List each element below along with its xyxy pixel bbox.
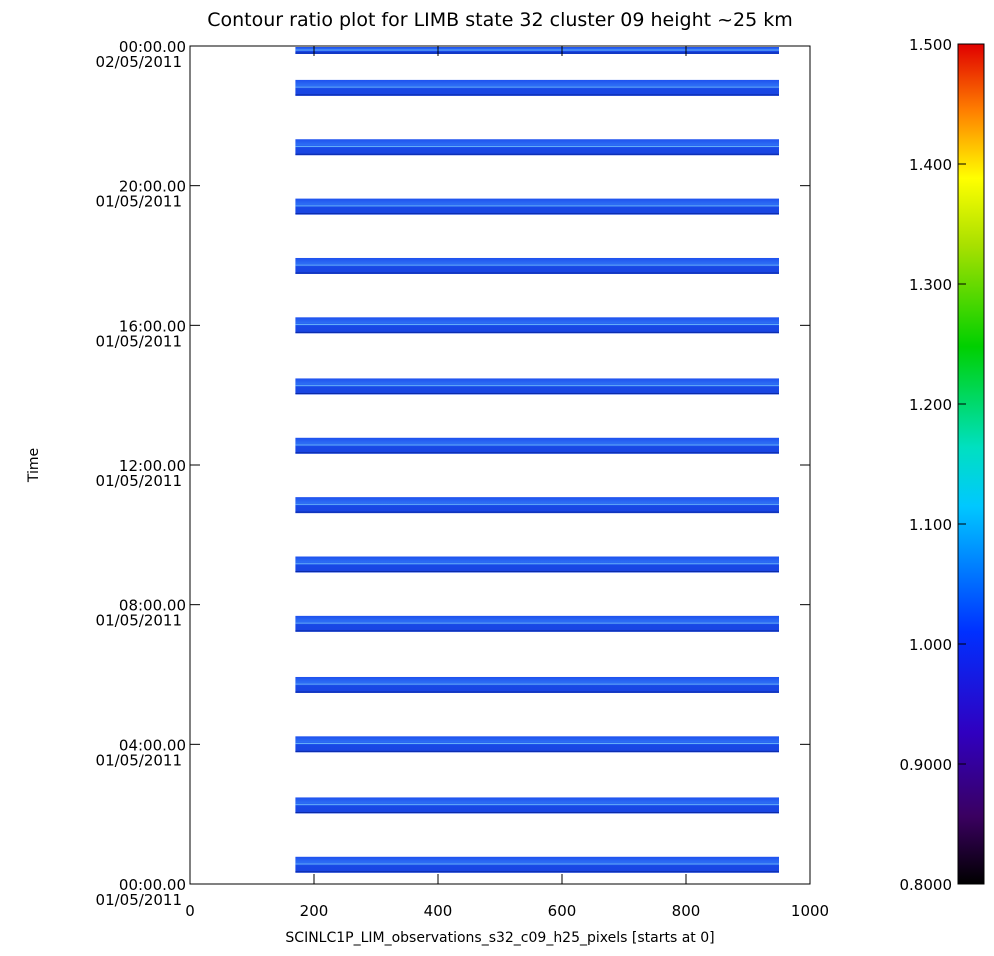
colorbar-tick-label: 1.400 [909, 156, 952, 174]
colorbar-tick-label: 1.100 [909, 516, 952, 534]
observation-band [295, 378, 779, 395]
x-tick-label: 800 [672, 902, 701, 920]
x-tick-label: 400 [424, 902, 453, 920]
x-axis-label: SCINLC1P_LIM_observations_s32_c09_h25_pi… [285, 930, 714, 946]
y-axis: 00:00.0001/05/201104:00.0001/05/201108:0… [96, 38, 810, 909]
observation-band [295, 79, 779, 96]
y-tick-time: 16:00.00 [119, 317, 186, 335]
observation-band [295, 856, 779, 873]
colorbar-gradient [957, 43, 985, 885]
y-tick-date: 02/05/2011 [96, 53, 182, 71]
observation-band [295, 47, 779, 54]
colorbar-tick-label: 1.300 [909, 276, 952, 294]
plot-frame [189, 45, 811, 885]
colorbar-tick-label: 0.9000 [900, 756, 953, 774]
observation-band [295, 797, 779, 814]
observation-band [295, 497, 779, 514]
colorbar-tick-label: 1.200 [909, 396, 952, 414]
x-axis: 0 200 400 600 800 1000 [185, 46, 829, 920]
x-tick-label: 1000 [791, 902, 829, 920]
x-tick-label: 200 [300, 902, 329, 920]
y-tick-date: 01/05/2011 [96, 612, 182, 630]
y-tick-time: 08:00.00 [119, 597, 186, 615]
observation-band [295, 437, 779, 454]
y-tick-date: 01/05/2011 [96, 751, 182, 769]
colorbar-tick-label: 1.500 [909, 36, 952, 54]
observation-band [295, 317, 779, 334]
observation-band [295, 139, 779, 156]
y-axis-label: Time [26, 448, 42, 483]
y-tick-time: 00:00.00 [119, 876, 186, 894]
observation-band [295, 736, 779, 753]
observation-bands [295, 47, 779, 873]
y-tick-date: 01/05/2011 [96, 891, 182, 909]
x-tick-label: 600 [548, 902, 577, 920]
y-tick-date: 01/05/2011 [96, 193, 182, 211]
y-tick-time: 12:00.00 [119, 457, 186, 475]
y-tick-time: 00:00.00 [119, 38, 186, 56]
colorbar-tick-label: 0.8000 [900, 876, 953, 894]
observation-band [295, 198, 779, 215]
chart-title: Contour ratio plot for LIMB state 32 clu… [207, 9, 793, 31]
observation-band [295, 615, 779, 632]
observation-band [295, 676, 779, 693]
observation-band [295, 257, 779, 274]
y-tick-time: 20:00.00 [119, 178, 186, 196]
colorbar: 0.8000 0.9000 1.000 1.100 1.200 1.300 1.400 1.5… [900, 36, 985, 894]
y-tick-date: 01/05/2011 [96, 472, 182, 490]
y-tick-date: 01/05/2011 [96, 332, 182, 350]
colorbar-tick-label: 1.000 [909, 636, 952, 654]
y-tick-time: 04:00.00 [119, 736, 186, 754]
x-tick-label: 0 [185, 902, 195, 920]
observation-band [295, 556, 779, 573]
